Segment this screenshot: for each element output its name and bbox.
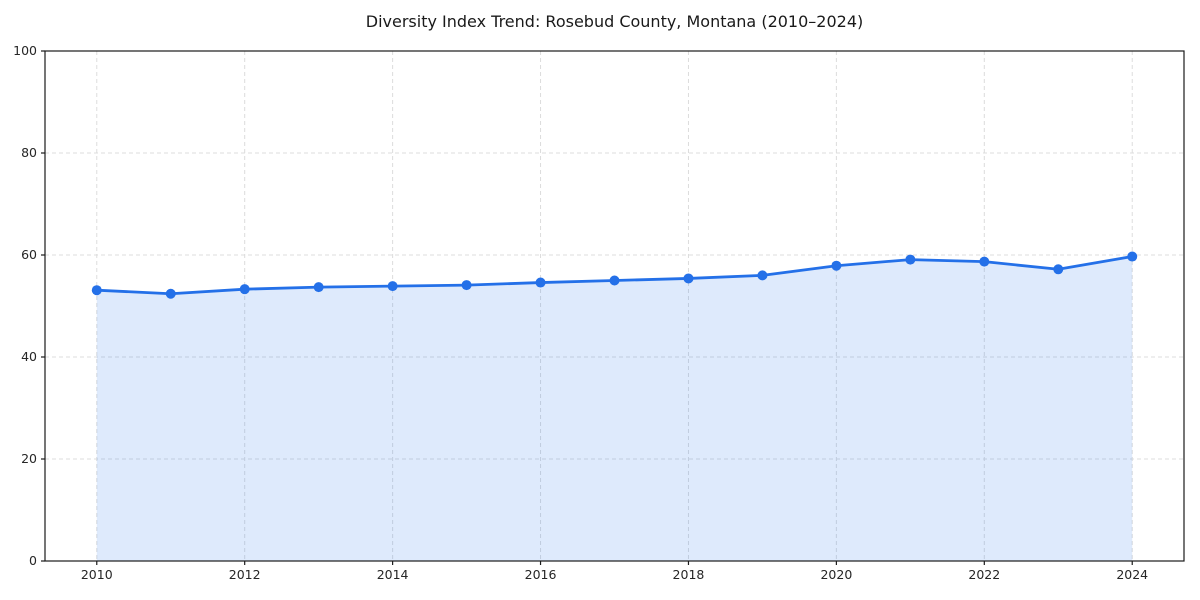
x-tick-label: 2022 (968, 567, 1000, 582)
data-point-2018 (683, 273, 694, 284)
data-point-2021 (905, 254, 916, 265)
data-point-2022 (979, 256, 990, 267)
data-point-2017 (609, 275, 620, 286)
x-tick-label: 2024 (1116, 567, 1148, 582)
data-point-2024 (1127, 251, 1138, 262)
data-point-2014 (387, 281, 398, 292)
data-point-2012 (239, 284, 250, 295)
data-point-2010 (91, 285, 102, 296)
data-points (91, 251, 1138, 299)
y-tick-label: 80 (21, 145, 37, 160)
x-tick-label: 2016 (525, 567, 557, 582)
area-fill (96, 256, 1133, 561)
data-point-2019 (757, 270, 768, 281)
x-tick-label: 2020 (820, 567, 852, 582)
y-tick-label: 40 (21, 349, 37, 364)
data-point-2015 (461, 280, 472, 291)
x-tick-label: 2010 (81, 567, 113, 582)
chart-title: Diversity Index Trend: Rosebud County, M… (365, 12, 864, 31)
y-tick-label: 20 (21, 451, 37, 466)
y-tick-label: 60 (21, 247, 37, 262)
data-point-2020 (831, 260, 842, 271)
x-tick-label: 2018 (673, 567, 705, 582)
axis-ticks: 0 20 40 60 80 100 2010 2012 2014 2016 2018 2020 2022… (13, 43, 1148, 582)
data-point-2023 (1053, 264, 1064, 275)
x-tick-label: 2014 (377, 567, 409, 582)
y-tick-label: 100 (13, 43, 37, 58)
data-point-2016 (535, 277, 546, 288)
data-point-2011 (165, 288, 176, 299)
plot-border (44, 50, 1185, 562)
data-point-2013 (313, 282, 324, 293)
x-tick-label: 2012 (229, 567, 261, 582)
y-tick-label: 0 (29, 553, 37, 568)
